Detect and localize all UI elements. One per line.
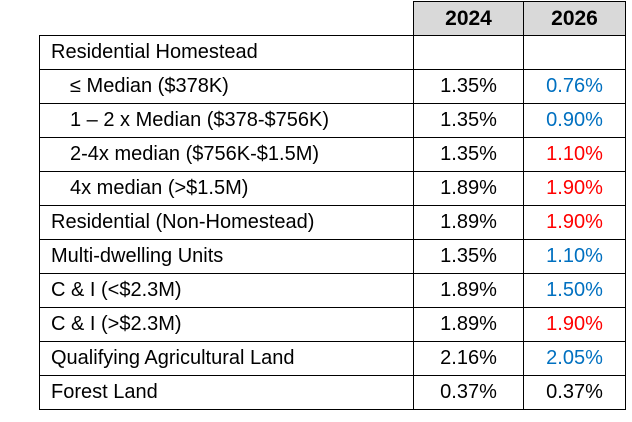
value-2024: 1.89% [413, 171, 524, 206]
row-label: 4x median (>$1.5M) [39, 171, 414, 206]
header-row: 2024 2026 [40, 1, 626, 36]
table-row-residential-homestead: Residential Homestead [39, 35, 626, 70]
table-row-multi-dwelling-units: Multi-dwelling Units 1.35% 1.10% [39, 239, 626, 274]
table-row-ci-over-2-3m: C & I (>$2.3M) 1.89% 1.90% [39, 307, 626, 342]
value-2024: 1.89% [413, 273, 524, 308]
table-row-1-2x-median: 1 – 2 x Median ($378-$756K) 1.35% 0.90% [39, 103, 626, 138]
row-label: C & I (<$2.3M) [39, 273, 414, 308]
value-2026: 1.90% [523, 171, 626, 206]
value-2026: 1.10% [523, 239, 626, 274]
header-spacer [40, 2, 414, 36]
value-2024: 1.35% [413, 103, 524, 138]
value-2026: 0.90% [523, 103, 626, 138]
value-2026 [523, 35, 626, 70]
value-2024 [413, 35, 524, 70]
value-2026: 1.90% [523, 205, 626, 240]
table-row-le-median: ≤ Median ($378K) 1.35% 0.76% [39, 69, 626, 104]
row-label: C & I (>$2.3M) [39, 307, 414, 342]
table-row-4x-median: 4x median (>$1.5M) 1.89% 1.90% [39, 171, 626, 206]
value-2024: 0.37% [413, 375, 524, 410]
value-2026: 2.05% [523, 341, 626, 376]
value-2024: 1.35% [413, 137, 524, 172]
value-2026: 1.10% [523, 137, 626, 172]
value-2026: 1.90% [523, 307, 626, 342]
table-row-2-4x-median: 2-4x median ($756K-$1.5M) 1.35% 1.10% [39, 137, 626, 172]
col-header-2026: 2026 [523, 1, 626, 36]
value-2026: 0.76% [523, 69, 626, 104]
row-label: 2-4x median ($756K-$1.5M) [39, 137, 414, 172]
value-2024: 1.35% [413, 239, 524, 274]
row-label: Forest Land [39, 375, 414, 410]
row-label: Residential Homestead [39, 35, 414, 70]
tax-rate-table: 2024 2026 Residential Homestead ≤ Median… [39, 1, 626, 410]
col-header-2024: 2024 [413, 1, 524, 36]
row-label: Multi-dwelling Units [39, 239, 414, 274]
row-label: ≤ Median ($378K) [39, 69, 414, 104]
value-2024: 1.89% [413, 205, 524, 240]
table-row-ci-under-2-3m: C & I (<$2.3M) 1.89% 1.50% [39, 273, 626, 308]
row-label: Qualifying Agricultural Land [39, 341, 414, 376]
value-2026: 1.50% [523, 273, 626, 308]
table-row-forest-land: Forest Land 0.37% 0.37% [39, 375, 626, 410]
row-label: Residential (Non-Homestead) [39, 205, 414, 240]
value-2026: 0.37% [523, 375, 626, 410]
table-row-qualifying-agricultural-land: Qualifying Agricultural Land 2.16% 2.05% [39, 341, 626, 376]
row-label: 1 – 2 x Median ($378-$756K) [39, 103, 414, 138]
value-2024: 1.35% [413, 69, 524, 104]
value-2024: 2.16% [413, 341, 524, 376]
table-row-residential-non-homestead: Residential (Non-Homestead) 1.89% 1.90% [39, 205, 626, 240]
value-2024: 1.89% [413, 307, 524, 342]
